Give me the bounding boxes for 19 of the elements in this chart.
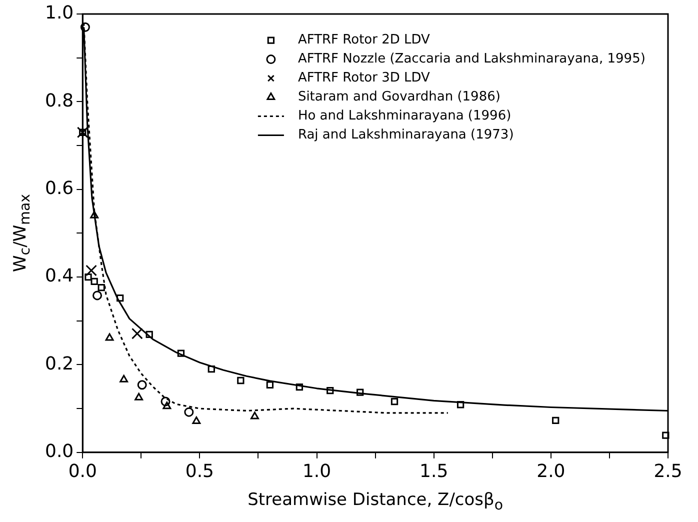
x-tick-label: 2.0 — [536, 460, 566, 482]
legend-label: Ho and Lakshminarayana (1996) — [298, 108, 512, 124]
y-tick-label: 0.0 — [44, 441, 74, 462]
y-tick-label: 0.2 — [44, 353, 74, 374]
legend-label: AFTRF Rotor 3D LDV — [298, 70, 430, 86]
y-tick-label: 0.4 — [44, 266, 74, 287]
x-tick-label: 0.5 — [185, 460, 214, 482]
legend-label: AFTRF Rotor 2D LDV — [298, 32, 430, 48]
x-tick-label: 1.5 — [420, 460, 448, 482]
legend-label: AFTRF Nozzle (Zaccaria and Lakshminarayana, 1995) — [298, 52, 646, 67]
legend-label: Raj and Lakshminarayana (1973) — [298, 128, 514, 143]
x-tick-label: 1.0 — [302, 460, 332, 482]
y-tick-label: 1.0 — [44, 2, 74, 24]
x-tick-label: 2.5 — [654, 460, 682, 482]
x-tick-label: 0.0 — [68, 460, 97, 482]
legend-label: Sitaram and Govardhan (1986) — [298, 90, 500, 105]
x-axis-title: Streamwise Distance, Z/cosβ$_{o}$ — [248, 490, 504, 514]
y-tick-label: 0.6 — [44, 178, 74, 200]
y-tick-label: 0.8 — [44, 90, 74, 112]
